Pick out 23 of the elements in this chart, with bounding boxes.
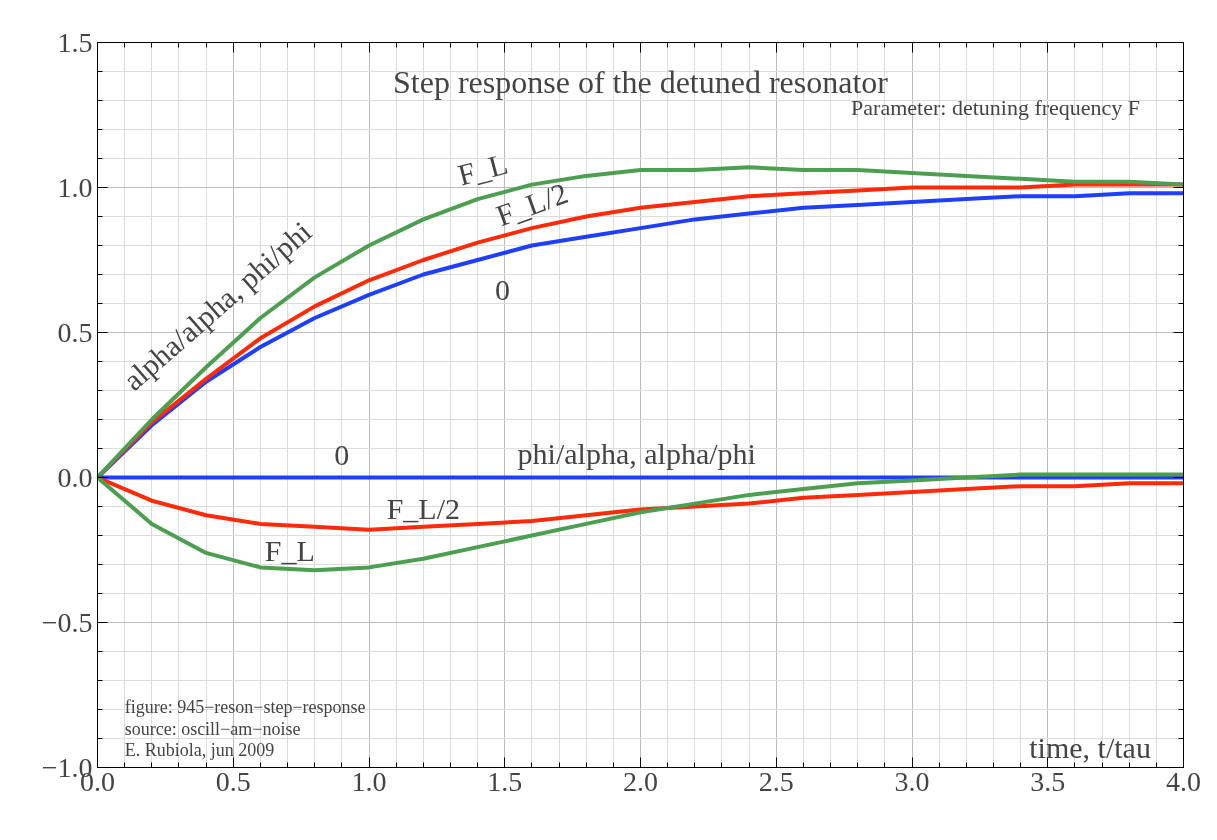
x-tick-label: 2.0: [623, 765, 658, 797]
annotation: figure: 945−reson−step−response: [124, 696, 366, 717]
annotation: phi/alpha, alpha/phi: [517, 437, 756, 471]
y-tick-label: 1.5: [57, 26, 93, 58]
series-label: F_L/2: [386, 492, 460, 526]
series-label: 0: [495, 272, 511, 306]
y-tick-label: 0.5: [57, 316, 93, 348]
x-tick-label: 3.0: [894, 765, 930, 797]
x-tick-label: 1.0: [351, 765, 387, 797]
y-tick-label: 1.0: [57, 171, 93, 203]
x-tick-label: 0.5: [215, 765, 251, 797]
annotation: E. Rubiola, jun 2009: [124, 740, 275, 761]
text: F_L: [454, 146, 512, 192]
annotation: source: oscill−am−noise: [124, 718, 301, 739]
y-tick-label: −0.5: [41, 606, 93, 638]
x-tick-label: 2.5: [758, 765, 794, 797]
y-tick-label: 0.0: [57, 461, 93, 493]
x-axis-title: time, t/tau: [1029, 730, 1151, 764]
series-label: 0: [334, 438, 350, 471]
x-tick-label: 4.0: [1166, 765, 1201, 797]
x-tick-label: 3.5: [1030, 765, 1066, 797]
x-tick-label: 1.5: [487, 765, 523, 797]
series-label: F_L: [264, 533, 315, 567]
